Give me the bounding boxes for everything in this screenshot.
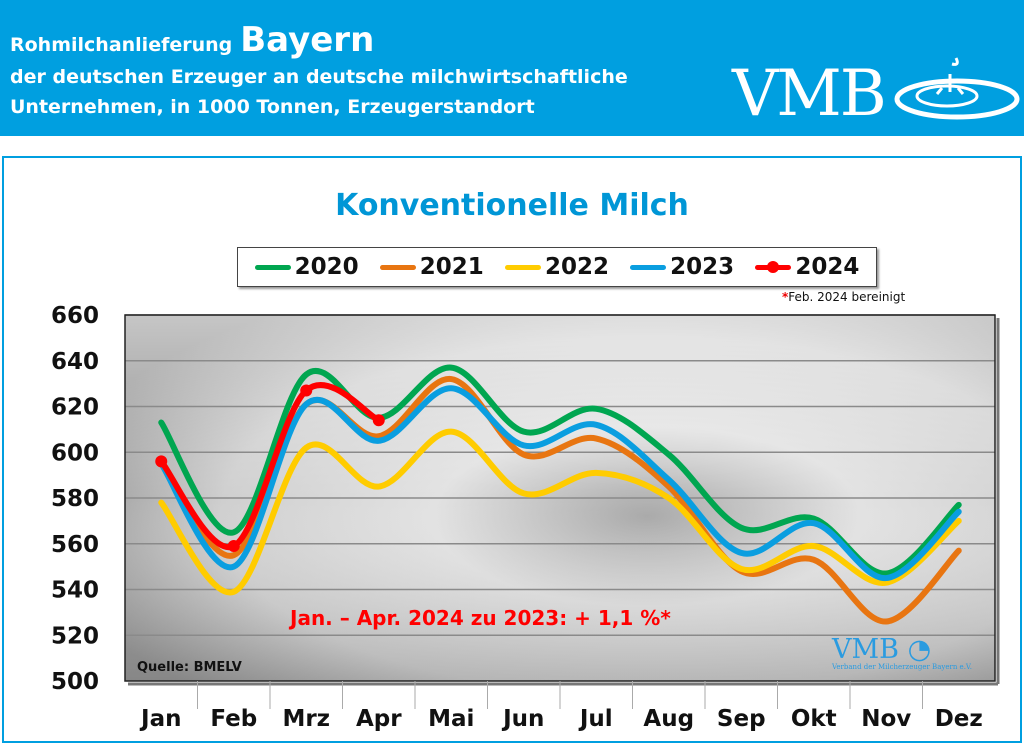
x-tick-label: Okt xyxy=(791,706,837,732)
x-tick-label: Feb xyxy=(210,706,257,732)
x-tick-label: Jun xyxy=(501,706,544,732)
small-logo-icon: ◔ xyxy=(907,634,932,665)
y-tick-label: 640 xyxy=(51,349,99,375)
data-point-2024 xyxy=(227,540,240,553)
legend-item-2020: 2020 xyxy=(254,254,359,280)
y-tick-label: 540 xyxy=(51,578,99,604)
y-tick-label: 600 xyxy=(51,440,99,466)
x-tick-label: Sep xyxy=(717,706,766,732)
legend-label: 2023 xyxy=(670,254,735,280)
legend-item-2021: 2021 xyxy=(379,254,484,280)
legend-swatch xyxy=(504,264,541,270)
x-tick-label: Jan xyxy=(139,706,181,732)
legend-item-2023: 2023 xyxy=(630,254,734,280)
legend-swatch xyxy=(379,264,416,270)
series-line-2022 xyxy=(158,428,962,596)
legend-label: 2022 xyxy=(544,254,609,280)
y-tick-label: 520 xyxy=(51,623,99,649)
y-tick-label: 660 xyxy=(51,303,99,329)
x-tick-label: Mai xyxy=(428,706,474,732)
legend-item-2022: 2022 xyxy=(504,254,609,280)
series-line-2023 xyxy=(158,385,962,582)
legend-marker xyxy=(767,260,780,273)
header-line2: der deutschen Erzeuger an deutsche milch… xyxy=(10,66,628,88)
x-tick-label: Mrz xyxy=(282,706,330,732)
legend-label: 2024 xyxy=(795,254,860,280)
source-label: Quelle: BMELV xyxy=(137,660,242,675)
chart-legend: 2020 2021 2022 2023 2024 xyxy=(237,247,877,287)
chart-panel xyxy=(2,156,1022,743)
series-line-2020 xyxy=(158,364,962,577)
header-title: Rohmilchanlieferung Bayern xyxy=(10,20,374,60)
small-logo-text: VMB xyxy=(832,634,899,665)
small-logo-subtitle: Verband der Milcherzeuger Bayern e.V. xyxy=(832,663,972,671)
header-line1: Rohmilchanlieferung xyxy=(10,34,233,56)
vmb-logo-text: VMB xyxy=(732,57,887,131)
x-tick-label: Dez xyxy=(935,706,983,732)
y-tick-label: 560 xyxy=(51,532,99,558)
small-vmb-logo: VMB ◔ Verband der Milcherzeuger Bayern e.… xyxy=(832,634,972,671)
series-line-2024 xyxy=(158,382,382,551)
footnote-text: Feb. 2024 bereinigt xyxy=(788,290,906,304)
legend-swatch xyxy=(755,260,792,273)
chart-title: Konventionelle Milch xyxy=(335,188,689,223)
vmb-logo-icon xyxy=(894,57,1020,120)
legend-item-2024: 2024 xyxy=(755,254,859,280)
legend-swatch xyxy=(630,264,667,270)
y-tick-label: 580 xyxy=(51,486,99,512)
legend-label: 2021 xyxy=(419,254,484,280)
vmb-logo: VMB xyxy=(732,57,1020,126)
header-banner: Rohmilchanlieferung Bayern der deutschen … xyxy=(0,0,1024,136)
y-tick-label: 500 xyxy=(51,669,99,695)
data-point-2024 xyxy=(300,384,313,397)
x-tick-label: Jul xyxy=(578,706,613,732)
legend-label: 2020 xyxy=(294,254,359,280)
x-tick-label: Aug xyxy=(643,706,694,732)
data-point-2024 xyxy=(372,414,385,427)
header-region: Bayern xyxy=(240,20,375,60)
chart-footnote: *Feb. 2024 bereinigt xyxy=(782,290,905,304)
comparison-annotation: Jan. – Apr. 2024 zu 2023: + 1,1 %* xyxy=(290,606,671,630)
data-point-2024 xyxy=(155,455,168,468)
footnote-star: * xyxy=(782,290,789,304)
header-line3: Unternehmen, in 1000 Tonnen, Erzeugersta… xyxy=(10,96,535,118)
x-tick-label: Nov xyxy=(861,706,911,732)
y-tick-label: 620 xyxy=(51,395,99,421)
x-tick-label: Apr xyxy=(356,706,402,732)
legend-swatch xyxy=(254,264,291,270)
